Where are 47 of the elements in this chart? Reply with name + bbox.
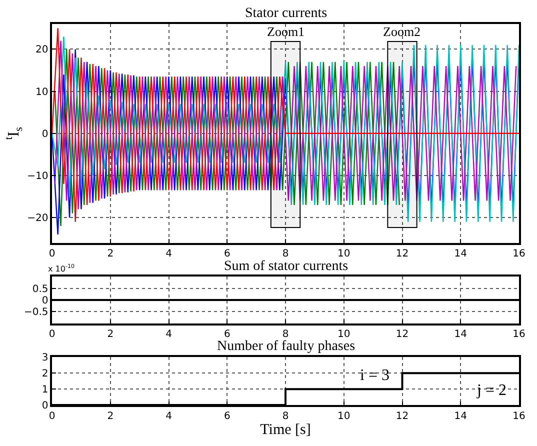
annotation: i = 3: [360, 367, 390, 384]
x-tick-label: 6: [224, 410, 230, 422]
y-tick-label: 1: [42, 384, 48, 396]
x-tick-label: 2: [107, 329, 114, 340]
band-label: Zoom1: [267, 24, 305, 39]
y-tick-label: −20: [27, 213, 48, 224]
x-tick-label: 0: [48, 410, 56, 422]
y-tick-label: 3: [42, 352, 48, 364]
x-tick-label: 4: [166, 248, 172, 260]
y-tick-label: 20: [36, 44, 48, 56]
x-tick-label: 8: [282, 410, 289, 422]
x-tick-label: 14: [454, 248, 467, 260]
x-tick-label: 12: [396, 329, 409, 340]
x-tick-label: 6: [224, 248, 230, 260]
x-tick-label: 12: [396, 248, 409, 260]
y-tick-label: 10: [36, 86, 48, 98]
x-tick-label: 16: [512, 248, 526, 260]
y-tick-label: 0: [42, 128, 48, 140]
x-tick-label: 10: [338, 248, 350, 260]
x-axis-title: Time [s]: [260, 422, 311, 438]
x-tick-label: 16: [512, 329, 526, 340]
y-tick-label: −10: [27, 171, 48, 182]
x-tick-label: 16: [512, 410, 526, 422]
x-tick-label: 8: [282, 329, 289, 340]
x-tick-label: 10: [338, 329, 350, 340]
x-tick-label: 14: [454, 329, 467, 340]
text: x 10$^{-10}$: [48, 263, 76, 274]
band-label: Zoom2: [383, 24, 421, 39]
chart-title: Stator currents: [245, 6, 328, 21]
chart-title: Sum of stator currents: [224, 259, 348, 274]
x-tick-label: 2: [107, 410, 114, 422]
y-tick-label: 0.5: [32, 284, 48, 295]
y-tick-label: 0: [42, 400, 48, 412]
x-tick-label: 12: [396, 410, 409, 422]
x-tick-label: 8: [282, 248, 289, 260]
y-tick-label: 0: [42, 296, 48, 307]
x-tick-label: 0: [48, 329, 56, 340]
x-tick-label: 10: [338, 410, 350, 422]
x-tick-label: 14: [454, 410, 467, 422]
y-tick-label: −0.5: [24, 307, 48, 318]
x-tick-label: 0: [48, 248, 56, 260]
x-tick-label: 4: [166, 329, 172, 340]
x-tick-label: 6: [224, 329, 230, 340]
x-tick-label: 2: [107, 248, 114, 260]
chart-title: Number of faulty phases: [217, 339, 356, 354]
x-tick-label: 4: [166, 410, 172, 422]
y-tick-label: 2: [42, 368, 48, 380]
